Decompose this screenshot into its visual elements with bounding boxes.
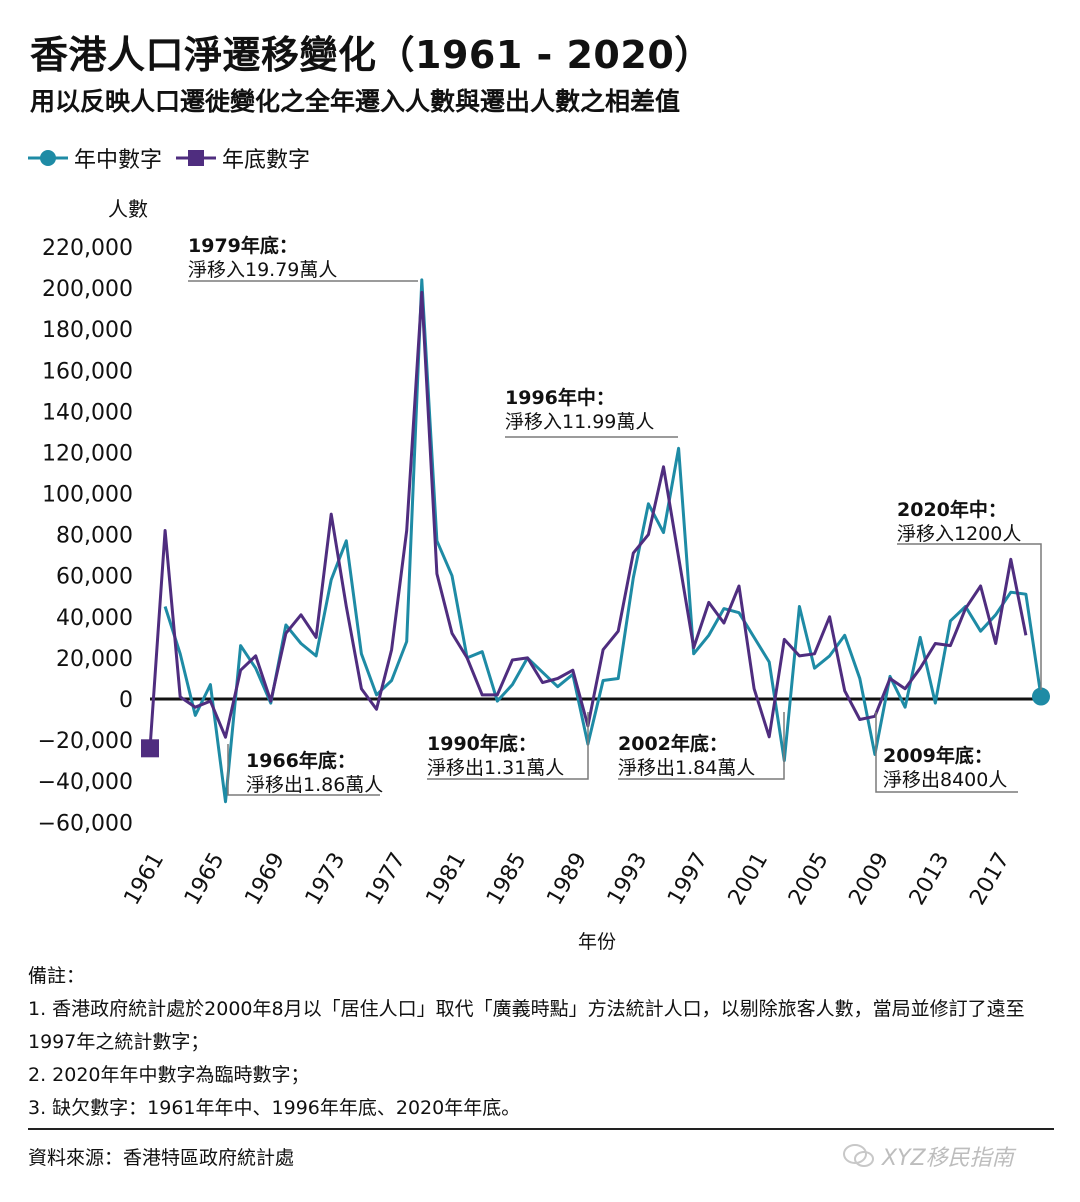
notes-heading: 備註： <box>28 965 86 987</box>
line-chart: 人數 220,000 200,000 180,000 160,000 140,000 120… <box>38 197 1050 953</box>
legend-end-label: 年底數字 <box>222 148 311 173</box>
series-line-end <box>148 290 1028 749</box>
y-tick-label: 160,000 <box>42 359 133 384</box>
annotation-text: 淨移入11.99萬人 <box>505 411 654 433</box>
annotation-leader-line <box>618 712 785 780</box>
y-tick-label: −40,000 <box>38 770 133 795</box>
annotation-leader-line <box>427 712 589 780</box>
watermark: XYZ移民指南 <box>842 1140 1014 1172</box>
source-text: 資料來源：香港特區政府統計處 <box>28 1147 295 1169</box>
y-tick-label: 0 <box>119 688 133 713</box>
annotation-text: 淨移入1200人 <box>897 523 1021 545</box>
annotation-leader-line <box>227 744 380 796</box>
y-tick-label: 60,000 <box>56 565 133 590</box>
x-tick-label: 1977 <box>361 849 411 910</box>
annotation-title: 1979年底： <box>188 234 298 257</box>
y-tick-label: 20,000 <box>56 647 133 672</box>
x-axis-title: 年份 <box>578 931 616 953</box>
x-tick-label: 2009 <box>844 849 894 910</box>
x-tick-label: 1993 <box>603 849 653 910</box>
annotation-text: 淨移出1.86萬人 <box>246 774 383 796</box>
y-tick-label: 200,000 <box>42 277 133 302</box>
chart-subtitle: 用以反映人口遷徙變化之全年遷入人數與遷出人數之相差值 <box>30 87 681 116</box>
note-item-1: 1. 香港政府統計處於2000年8月以「居住人口」取代「廣義時點」方法統計人口，… <box>28 998 1025 1053</box>
annotation-title: 2009年底： <box>883 744 993 767</box>
legend-mid-label: 年中數字 <box>74 148 163 173</box>
note-item-2: 2. 2020年年中數字為臨時數字； <box>28 1064 310 1086</box>
x-tick-label: 2013 <box>905 849 955 910</box>
annotation-leader-line <box>875 712 1018 793</box>
legend-item-end: 年底數字 <box>176 142 310 174</box>
annotation-title: 1996年中： <box>505 386 615 409</box>
wechat-icon <box>843 1144 874 1167</box>
annotation-text: 淨移入19.79萬人 <box>188 259 337 281</box>
annotation-title: 1990年底： <box>427 732 537 755</box>
divider <box>28 1128 1054 1130</box>
x-tick-label: 1997 <box>663 849 713 910</box>
x-tick-label: 1981 <box>422 849 472 910</box>
y-tick-label: 80,000 <box>56 524 133 549</box>
watermark-text: XYZ移民指南 <box>882 1146 1014 1171</box>
x-tick-label: 1965 <box>180 849 230 910</box>
y-tick-label: 120,000 <box>42 441 133 466</box>
series-end-marker <box>141 739 159 758</box>
series-mid-marker <box>1032 687 1050 706</box>
x-tick-label: 2017 <box>965 848 1015 909</box>
x-tick-label: 1969 <box>240 849 290 910</box>
annotation-leader-line <box>897 543 1042 690</box>
note-item-3: 3. 缺欠數字：1961年年中、1996年年底、2020年年底。 <box>28 1097 521 1119</box>
legend-mid-marker <box>28 150 68 166</box>
annotation-title: 2002年底： <box>618 732 728 755</box>
y-tick-label: 180,000 <box>42 318 133 343</box>
series-line-mid <box>163 278 1043 804</box>
y-tick-label: 220,000 <box>42 236 133 261</box>
x-tick-label: 2001 <box>724 849 774 910</box>
legend: 年中數字 年底數字 <box>28 142 310 174</box>
y-tick-label: −20,000 <box>38 729 133 754</box>
y-tick-label: 40,000 <box>56 606 133 631</box>
x-tick-label: 2005 <box>784 849 834 910</box>
annotation-text: 淨移出1.84萬人 <box>618 757 755 779</box>
y-axis-title: 人數 <box>108 197 148 221</box>
annotation-text: 淨移出8400人 <box>883 769 1007 791</box>
notes: 備註： 1. 香港政府統計處於2000年8月以「居住人口」取代「廣義時點」方法統… <box>28 960 1058 1125</box>
chart-title: 香港人口淨遷移變化（1961 - 2020） <box>30 33 713 77</box>
y-tick-label: 140,000 <box>42 400 133 425</box>
annotation-title: 2020年中： <box>897 498 1007 521</box>
annotation-title: 1966年底： <box>246 749 356 772</box>
y-tick-label: 100,000 <box>42 483 133 508</box>
y-tick-label: −60,000 <box>38 811 133 836</box>
x-tick-label: 1985 <box>482 849 532 910</box>
annotation-text: 淨移出1.31萬人 <box>427 757 564 779</box>
x-tick-label: 1973 <box>301 849 351 910</box>
x-tick-label: 1961 <box>120 849 170 910</box>
legend-end-marker <box>176 150 217 166</box>
legend-item-mid: 年中數字 <box>28 142 162 174</box>
x-tick-label: 1989 <box>542 849 592 910</box>
